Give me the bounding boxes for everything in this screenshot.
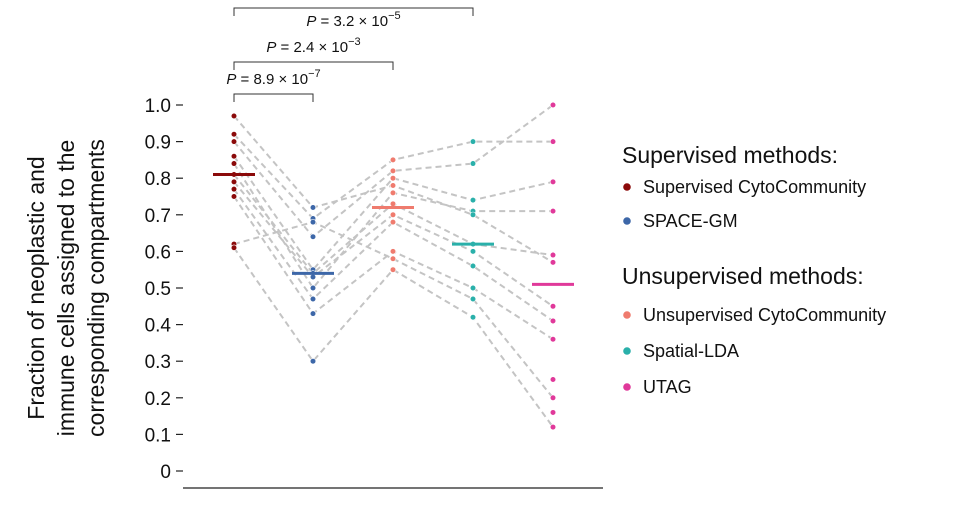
- data-point: [309, 233, 317, 240]
- y-axis-label-line: immune cells assigned to the: [53, 140, 79, 437]
- data-point: [309, 284, 317, 292]
- significance-bracket: [233, 61, 394, 70]
- data-point: [389, 255, 397, 262]
- data-point: [469, 314, 477, 321]
- y-tick-label: 0.9: [145, 133, 171, 154]
- data-point: [230, 178, 238, 185]
- median-markers: [213, 173, 574, 286]
- data-point: [309, 204, 317, 211]
- data-point: [469, 295, 477, 303]
- data-point: [230, 112, 238, 120]
- data-point: [549, 251, 557, 259]
- data-point: [309, 273, 317, 281]
- data-point: [549, 208, 557, 215]
- legend-swatch: [623, 183, 631, 191]
- legend-entry: SPACE-GM: [643, 211, 738, 231]
- legend-swatch: [623, 217, 631, 225]
- data-point: [389, 211, 397, 218]
- data-point: [549, 409, 557, 416]
- y-tick-label: 0.1: [145, 425, 171, 446]
- y-tick-label: 0.6: [145, 242, 171, 263]
- paired-line: [233, 155, 554, 272]
- legend-entry: Supervised CytoCommunity: [643, 177, 866, 197]
- data-point: [549, 303, 557, 310]
- p-value-label: P = 8.9 × 10−7: [226, 68, 320, 88]
- data-point: [469, 138, 477, 145]
- data-point: [389, 156, 397, 163]
- data-point: [309, 295, 317, 303]
- paired-line: [233, 221, 554, 399]
- data-point: [309, 358, 317, 365]
- data-point: [230, 138, 238, 145]
- y-tick-label: 0.3: [145, 352, 171, 373]
- y-tick-label: 0: [160, 462, 171, 483]
- data-point: [389, 200, 397, 207]
- data-point: [469, 211, 477, 218]
- paired-connections: [233, 104, 554, 428]
- legend-heading: Supervised methods:: [622, 142, 838, 168]
- data-point: [549, 376, 557, 383]
- data-point: [549, 336, 557, 343]
- data-point: [230, 186, 238, 193]
- data-point: [389, 182, 397, 189]
- data-point: [549, 178, 557, 185]
- data-point: [549, 259, 557, 266]
- data-point: [230, 131, 238, 138]
- legend-entry: Unsupervised CytoCommunity: [643, 305, 886, 325]
- data-point: [389, 266, 397, 273]
- significance-brackets: P = 8.9 × 10−7 P = 2.4 × 10−3 P = 3.2 × 10…: [226, 7, 474, 102]
- y-axis-label: Fraction of neoplastic and immune cells a…: [23, 139, 109, 437]
- y-tick-label: 0.7: [145, 206, 171, 227]
- data-point: [230, 153, 238, 160]
- y-tick-label: 0.5: [145, 279, 171, 300]
- data-point: [469, 284, 477, 292]
- paired-line: [233, 104, 554, 239]
- data-point: [389, 167, 397, 174]
- data-point: [469, 262, 477, 270]
- data-point: [469, 197, 477, 204]
- data-point: [549, 394, 557, 401]
- y-tick-label: 1.0: [145, 96, 171, 117]
- legend-entry: Spatial-LDA: [643, 341, 739, 361]
- data-point: [469, 160, 477, 167]
- legend-swatch: [623, 347, 631, 355]
- data-point: [389, 219, 397, 226]
- data-point: [230, 193, 238, 200]
- data-point: [230, 244, 238, 251]
- data-point: [549, 101, 557, 109]
- data-point: [309, 219, 317, 226]
- y-tick-label: 0.2: [145, 389, 171, 410]
- legend-swatch: [623, 383, 631, 391]
- data-point: [230, 160, 238, 167]
- y-tick-label: 0.4: [145, 316, 172, 337]
- data-point: [389, 175, 397, 182]
- y-axis-label-line: corresponding compartments: [83, 139, 109, 437]
- legend-swatch: [623, 311, 631, 319]
- legend-entry: UTAG: [643, 377, 692, 397]
- data-point: [469, 248, 477, 255]
- y-tick-label: 0.8: [145, 169, 171, 190]
- data-point: [549, 423, 557, 431]
- y-axis: 0 0.1 0.2 0.3 0.4 0.5 0.6 0.7 0.8 0.9 1.0: [145, 96, 183, 483]
- data-point: [389, 189, 397, 196]
- data-point: [389, 248, 397, 255]
- p-value-label: P = 3.2 × 10−5: [306, 10, 400, 30]
- legend: Supervised methods: Supervised CytoCommun…: [622, 142, 886, 397]
- data-point: [549, 138, 557, 145]
- y-axis-label-line: Fraction of neoplastic and: [23, 156, 49, 419]
- data-point: [549, 317, 557, 325]
- significance-bracket: [233, 93, 314, 102]
- paired-line: [233, 247, 554, 428]
- p-value-label: P = 2.4 × 10−3: [266, 36, 360, 56]
- data-point: [309, 310, 317, 317]
- significance-bracket: [233, 7, 474, 16]
- paired-line: [233, 188, 554, 322]
- data-points: [230, 101, 557, 431]
- legend-heading: Unsupervised methods:: [622, 263, 864, 289]
